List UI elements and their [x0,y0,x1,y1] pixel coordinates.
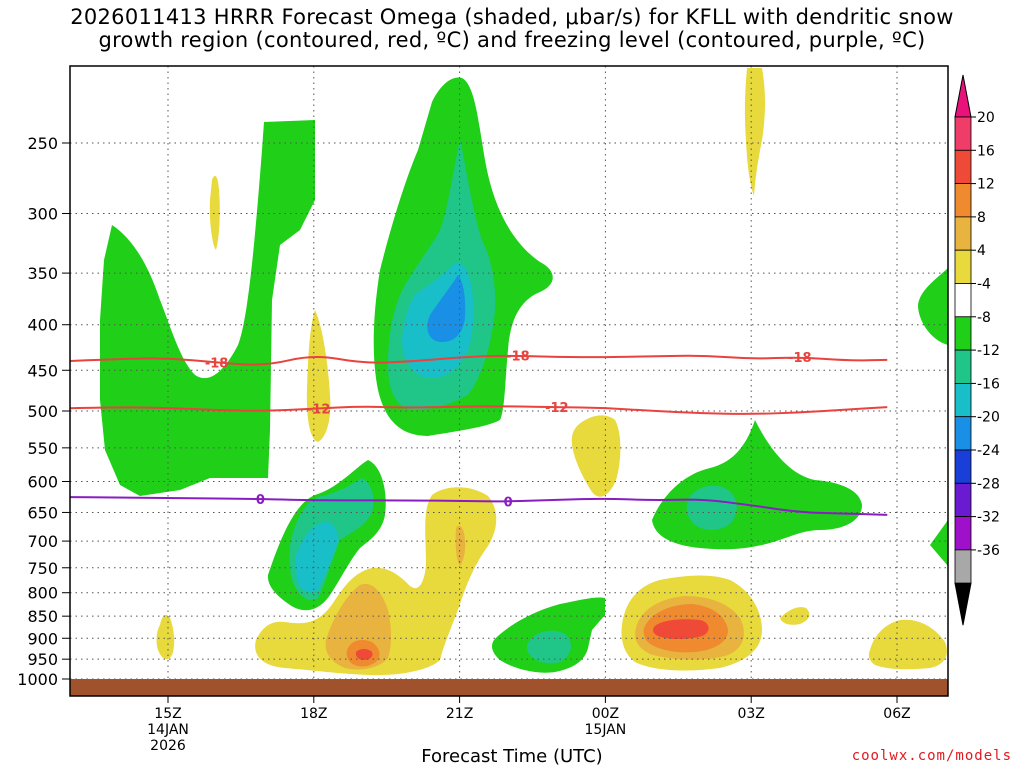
colorbar-label: -8 [977,310,991,326]
credit-text: coolwx.com/models [851,748,1012,764]
y-tick-label: 600 [27,472,58,491]
omega-region-yellow [868,619,947,670]
colorbar-label: 8 [977,210,986,226]
y-tick-label: 450 [27,361,58,380]
colorbar-label: -36 [977,543,1000,559]
colorbar-swatch [954,549,972,584]
colorbar-label: -16 [977,376,1000,392]
colorbar-swatch [954,382,972,418]
contour-label: -12 [545,401,569,416]
colorbar-label: 16 [977,143,995,159]
plot-frame [69,65,949,697]
colorbar-swatch [954,449,972,484]
omega-region-green [930,520,948,566]
y-tick-label: 1000 [17,670,58,689]
chart-title-line2: growth region (contoured, red, ºC) and f… [98,28,926,52]
y-tick-label: 750 [27,559,58,578]
y-axis: 250 300 350 400 450 500 550 600 650 700 750 800 850 9… [17,134,70,689]
omega-region-yellow [571,415,621,497]
omega-region-yellow [780,607,810,625]
contour-label: 0 [256,493,265,508]
omega-region-gold [455,525,466,566]
gridlines [70,66,948,680]
colorbar-swatch [954,482,972,517]
contour-label: -12 [307,402,331,417]
omega-region-yellow [209,175,220,250]
colorbar-swatch [954,516,972,551]
x-tick-label: 2026 [150,738,186,754]
omega-region-red [355,649,373,660]
y-tick-label: 400 [27,316,58,335]
colorbar-swatch [954,183,972,218]
x-tick-label: 00Z [592,706,619,722]
omega-region-teal [686,485,737,530]
chart-title: 2026011413 HRRR Forecast Omega (shaded, … [0,6,1024,52]
x-tick-label: 15JAN [585,722,627,738]
y-tick-label: 350 [27,264,58,283]
colorbar: 20 16 12 8 4 -4 -8 -12 -16 -20 -24 -28 -32 -36 [954,74,1000,626]
y-tick-label: 250 [27,134,58,153]
x-tick-label: 06Z [883,706,910,722]
y-tick-label: 650 [27,503,58,522]
omega-region-yellow [306,310,331,442]
temperature-contours: -18 -18 -18 -12 -12 0 0 [70,350,888,516]
omega-shading [100,68,948,676]
omega-region-yellow [156,614,175,660]
contour-line [70,496,888,516]
colorbar-swatch [954,116,972,151]
omega-region-green [918,268,948,345]
x-axis-label: Forecast Time (UTC) [421,746,603,767]
colorbar-label: -4 [977,277,991,293]
contour-label: 0 [504,496,513,511]
colorbar-bottom-arrow [954,582,972,626]
colorbar-label: -32 [977,510,1000,526]
contour-label: -18 [506,350,530,365]
omega-region-yellow [744,68,765,196]
colorbar-swatch [954,316,972,351]
y-tick-label: 300 [27,204,58,223]
colorbar-label: -24 [977,443,1000,459]
omega-region-teal [526,630,572,664]
colorbar-swatch [954,283,972,318]
y-tick-label: 700 [27,532,58,551]
y-tick-label: 500 [27,402,58,421]
colorbar-label: 4 [977,243,986,259]
colorbar-swatch [954,416,972,451]
colorbar-swatch [954,149,972,185]
omega-region-red [653,619,709,639]
y-tick-label: 850 [27,607,58,626]
y-tick-label: 900 [27,629,58,648]
colorbar-swatch [954,216,972,251]
colorbar-label: 20 [977,110,995,126]
y-tick-label: 800 [27,584,58,603]
x-tick-label: 14JAN [147,722,189,738]
omega-region-green [100,120,315,496]
colorbar-label: -28 [977,476,1000,492]
omega-region-cyan [295,522,338,593]
x-tick-label: 03Z [737,706,764,722]
omega-region-green [652,420,862,550]
x-tick-label: 15Z [154,706,181,722]
ground-surface [70,679,948,696]
y-tick-label: 550 [27,439,58,458]
colorbar-top-arrow [954,74,972,118]
contour-line [70,405,888,415]
chart-title-line1: 2026011413 HRRR Forecast Omega (shaded, … [70,5,954,29]
x-tick-label: 18Z [300,706,327,722]
omega-region-yellow [255,487,497,676]
x-tick-label: 21Z [446,706,473,722]
colorbar-swatch [954,349,972,384]
colorbar-label: -12 [977,343,1000,359]
omega-region-blue [427,275,466,342]
colorbar-swatch [954,249,972,284]
colorbar-label: -20 [977,410,1000,426]
colorbar-label: 12 [977,177,995,193]
contour-label: -18 [205,356,229,371]
y-tick-label: 950 [27,650,58,669]
contour-label: -18 [788,351,812,366]
contour-line [70,354,888,366]
